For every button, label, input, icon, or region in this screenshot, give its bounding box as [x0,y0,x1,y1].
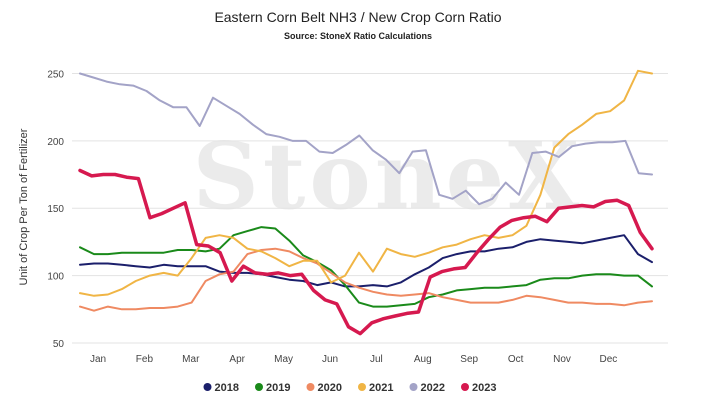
x-tick-label-dec: Dec [600,354,618,365]
x-tick-label-feb: Feb [136,354,154,365]
x-tick-label-may: May [274,354,293,365]
watermark-text: StoneX [192,122,583,230]
series-line-2018 [79,234,653,288]
legend-label-2019: 2019 [266,382,290,394]
legend-label-2023: 2023 [472,382,496,394]
x-tick-label-oct: Oct [508,354,524,365]
y-axis-title: Unit of Crop Per Ton of Fertilizer [18,128,30,285]
legend-marker-2022 [409,383,418,391]
legend-marker-2023 [461,383,469,391]
legend-label-2022: 2022 [421,382,445,394]
y-tick-label-150: 150 [47,204,64,215]
x-tick-label-mar: Mar [182,354,200,365]
x-tick-label-sep: Sep [460,354,478,365]
chart-subtitle: Source: StoneX Ratio Calculations [283,31,433,41]
x-tick-label-jan: Jan [90,354,106,365]
series-line-2021 [79,69,653,297]
y-tick-label-50: 50 [53,339,65,350]
legend-label-2020: 2020 [318,382,342,394]
chart-title: Eastern Corn Belt NH3 / New Crop Corn Ra… [214,9,502,25]
y-tick-label-200: 200 [47,137,64,148]
x-tick-label-nov: Nov [553,354,571,365]
series-line-2023 [78,168,654,336]
series-line-2022 [79,72,653,206]
y-tick-label-250: 250 [47,69,64,80]
legend-marker-2021 [358,383,366,391]
legend-label-2021: 2021 [369,382,393,394]
legend-label-2018: 2018 [215,382,239,394]
legend-marker-2019 [255,383,263,391]
y-tick-label-100: 100 [47,272,64,283]
legend-marker-2018 [203,383,212,391]
series-line-2020 [79,247,653,312]
series-line-2019 [79,226,653,308]
x-tick-label-aug: Aug [414,354,432,365]
x-tick-label-apr: Apr [229,354,245,365]
legend-marker-2020 [306,383,315,391]
x-tick-label-jun: Jun [322,354,338,365]
x-tick-label-jul: Jul [370,354,383,365]
